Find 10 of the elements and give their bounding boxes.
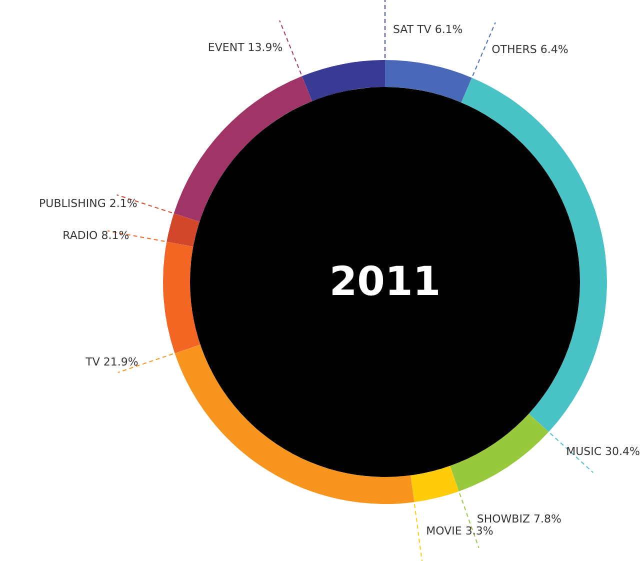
text: 2011 xyxy=(328,258,442,307)
slice-label: EVENT 13.9% xyxy=(208,41,283,54)
slice-label: RADIO 8.1% xyxy=(62,229,130,242)
slice-label: OTHERS 6.4% xyxy=(492,42,568,56)
slice-label: MUSIC 30.4% xyxy=(566,445,640,458)
slice-label: PUBLISHING 2.1% xyxy=(39,196,138,210)
slice-label: TV 21.9% xyxy=(84,356,138,369)
slice-label: MOVIE 3.3% xyxy=(426,524,494,538)
slice-label: SAT TV 6.1% xyxy=(393,22,463,36)
slice-label: SHOWBIZ 7.8% xyxy=(476,512,562,526)
